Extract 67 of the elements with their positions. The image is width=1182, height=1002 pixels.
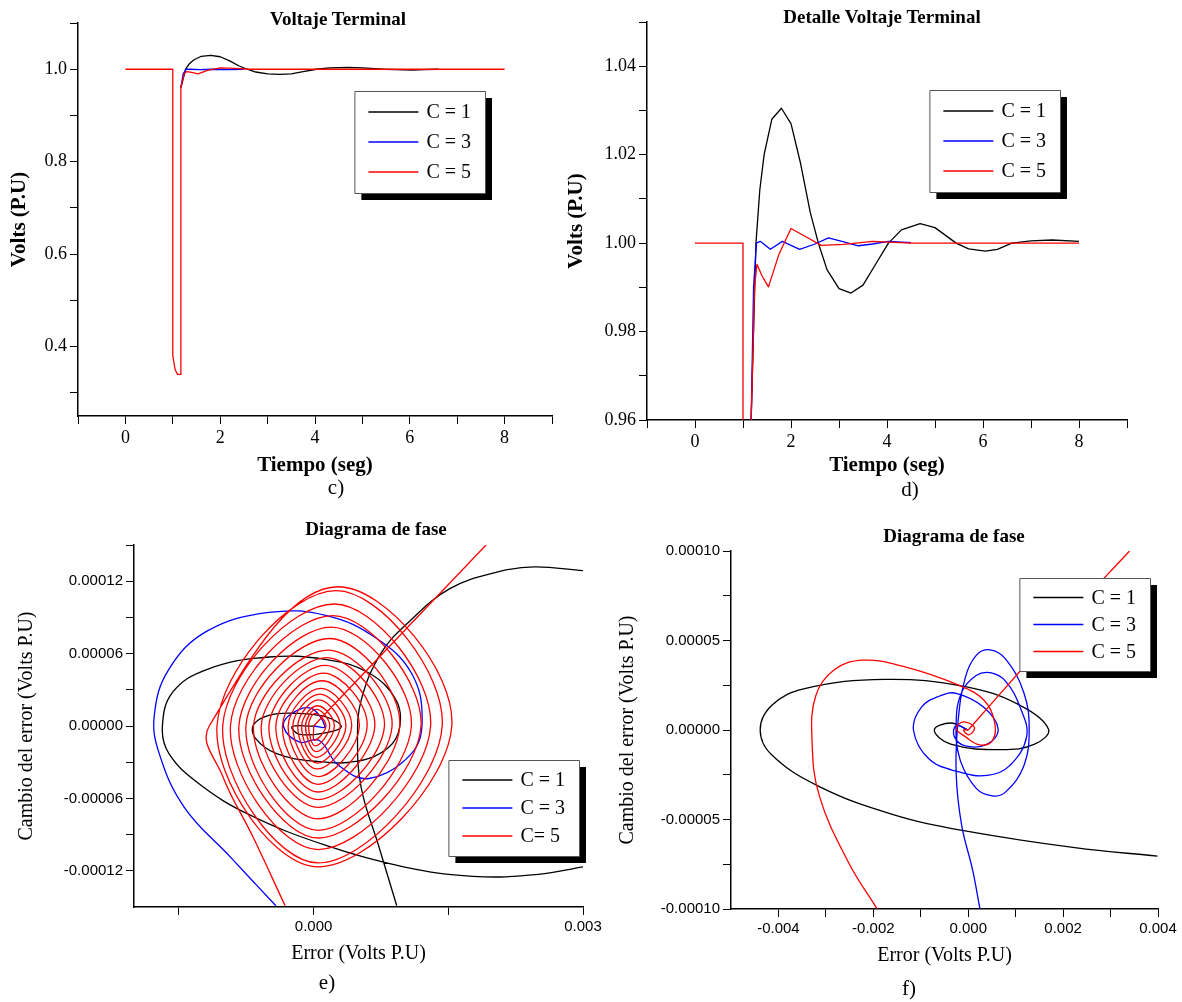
chart-title: Diagrama de fase bbox=[305, 517, 447, 539]
x-tick-label: 8 bbox=[500, 426, 510, 447]
legend-label: C = 5 bbox=[426, 160, 472, 183]
x-tick-label: 0 bbox=[120, 426, 130, 447]
y-tick-label: 0.00000 bbox=[665, 720, 720, 738]
y-tick-label: -0.00005 bbox=[660, 809, 720, 827]
line-series bbox=[759, 678, 1158, 857]
y-axis-title: Cambio del error (Volts P.U) bbox=[14, 611, 38, 841]
y-tick-label: -0.00006 bbox=[63, 788, 123, 806]
x-tick-label: 0.004 bbox=[1139, 919, 1177, 937]
x-tick-label: 2 bbox=[786, 430, 796, 451]
legend-label: C = 3 bbox=[1001, 129, 1047, 152]
legend-label: C = 3 bbox=[426, 130, 472, 153]
y-axis-title: Volts (P.U) bbox=[6, 171, 31, 268]
legend-label: C = 1 bbox=[1001, 99, 1047, 122]
legend-label: C = 3 bbox=[520, 796, 566, 819]
legend-label: C = 1 bbox=[426, 100, 472, 123]
x-tick-label: -0.004 bbox=[757, 919, 800, 937]
y-tick-label: 0.00010 bbox=[665, 541, 720, 559]
y-axis-title: Volts (P.U) bbox=[563, 173, 588, 269]
x-tick-label: 0.000 bbox=[949, 919, 987, 937]
x-tick-label: 0 bbox=[690, 430, 700, 451]
y-tick-label: 0.8 bbox=[44, 150, 67, 171]
x-tick-label: 2 bbox=[215, 426, 225, 447]
legend-label: C = 1 bbox=[1091, 585, 1137, 608]
y-tick-label: -0.00012 bbox=[63, 860, 123, 878]
x-tick-label: 0.000 bbox=[294, 917, 333, 935]
x-tick-label: -0.002 bbox=[852, 919, 895, 937]
y-tick-label: 0.4 bbox=[44, 335, 67, 356]
legend-label: C = 1 bbox=[520, 768, 566, 791]
x-tick-label: 8 bbox=[1074, 430, 1084, 451]
legend-label: C = 5 bbox=[1091, 639, 1137, 662]
y-tick-label: 0.6 bbox=[44, 242, 67, 263]
y-tick-label: 0.00006 bbox=[68, 643, 123, 661]
y-tick-label: 0.00012 bbox=[68, 571, 123, 589]
x-tick-label: 4 bbox=[882, 430, 892, 451]
x-tick-label: 6 bbox=[978, 430, 988, 451]
legend-label: C = 5 bbox=[1001, 159, 1047, 182]
x-axis-title: Error (Volts P.U) bbox=[291, 941, 426, 965]
chart-title: Detalle Voltaje Terminal bbox=[783, 5, 981, 27]
x-axis-title: Tiempo (seg) bbox=[829, 452, 945, 477]
x-tick-label: 0.002 bbox=[1044, 919, 1082, 937]
y-tick-label: 0.00000 bbox=[68, 716, 123, 734]
legend-label: C= 5 bbox=[520, 824, 561, 847]
y-tick-label: -0.00010 bbox=[660, 899, 720, 917]
x-tick-label: 4 bbox=[310, 426, 320, 447]
text: e) bbox=[318, 969, 336, 994]
line-series bbox=[153, 610, 423, 907]
text: f) bbox=[902, 975, 916, 1000]
text: d) bbox=[901, 476, 919, 501]
text: c) bbox=[327, 474, 345, 499]
x-tick-label: 0.003 bbox=[564, 917, 602, 935]
y-tick-label: 1.02 bbox=[604, 143, 636, 164]
y-tick-label: 0.98 bbox=[604, 320, 636, 341]
chart-title: Voltaje Terminal bbox=[270, 7, 406, 29]
x-axis-title: Tiempo (seg) bbox=[257, 452, 373, 477]
y-tick-label: 0.96 bbox=[604, 408, 636, 429]
x-tick-label: 6 bbox=[405, 426, 415, 447]
y-tick-label: 0.00005 bbox=[665, 630, 720, 648]
line-series bbox=[912, 649, 1030, 909]
y-tick-label: 1.04 bbox=[604, 54, 636, 75]
x-axis-title: Error (Volts P.U) bbox=[877, 943, 1012, 967]
chart-title: Diagrama de fase bbox=[883, 524, 1025, 546]
legend-label: C = 3 bbox=[1091, 612, 1137, 635]
y-axis-title: Cambio del error (Volts P.U) bbox=[615, 615, 639, 845]
y-tick-label: 1.0 bbox=[44, 57, 67, 78]
y-tick-label: 1.00 bbox=[604, 231, 636, 252]
